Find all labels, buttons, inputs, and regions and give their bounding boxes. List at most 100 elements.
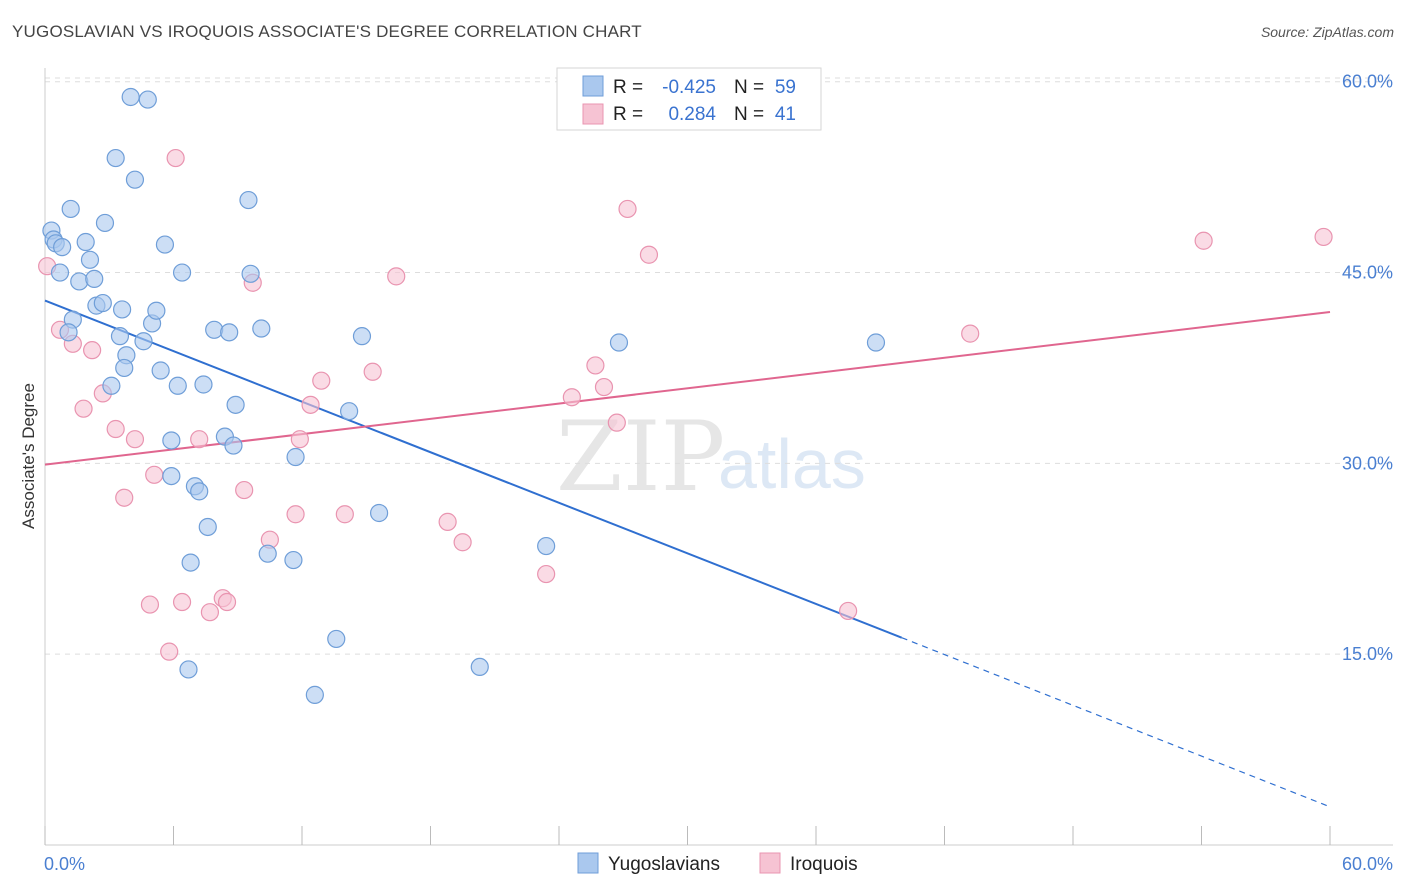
axes: 15.0% 30.0% 45.0% 60.0% (44, 68, 1393, 846)
iroquois-point (125, 430, 145, 449)
yugoslavian-point (102, 376, 121, 395)
yugoslavian-point (226, 395, 245, 414)
source-label: Source: ZipAtlas.com (1260, 24, 1394, 40)
legend-n-value-1: 59 (775, 77, 796, 98)
iroquois-point (166, 148, 185, 168)
yugoslavian-point (241, 264, 260, 283)
trend-lines (44, 299, 1331, 808)
iroquois-point (961, 324, 980, 343)
yugoslavian-point (168, 376, 187, 395)
yugoslavian-point (220, 323, 239, 342)
x-tick-label-min: 0.0% (44, 854, 85, 874)
correlation-legend: R = -0.425 N = 59 R = 0.284 N = 41 (556, 67, 822, 131)
iroquois-point (172, 592, 192, 612)
yugoslavian-point (179, 660, 198, 679)
iroquois-point (1194, 231, 1213, 250)
yugoslavian-point (370, 503, 389, 523)
watermark-zip: ZIP (556, 401, 725, 513)
yugoslavian-point (258, 544, 277, 563)
iroquois-point (607, 413, 626, 432)
y-axis-label: Associate's Degree (19, 383, 38, 529)
legend-n-label-2: N = (734, 104, 764, 125)
iroquois-point (160, 642, 179, 661)
iroquois-point (235, 480, 254, 500)
yugoslavian-point (352, 327, 372, 346)
iroquois-point (200, 603, 220, 622)
yugoslavian-point (537, 536, 556, 556)
yugoslavian-point (155, 235, 175, 254)
yugoslavian-point (181, 553, 200, 572)
yugoslavian-point (115, 358, 134, 378)
yugoslavian-point (95, 213, 115, 233)
iroquois-point (301, 395, 320, 414)
yugoslavian-point (85, 269, 104, 289)
iroquois-point (335, 505, 354, 524)
iroquois-point (618, 199, 637, 219)
yugoslavian-point (53, 238, 72, 257)
watermark-atlas: atlas (718, 425, 866, 503)
yugoslavian-point (205, 320, 224, 339)
yugoslavian-point (866, 333, 886, 352)
iroquois-point (594, 377, 614, 397)
bottom-legend-label-yugoslavians: Yugoslavians (608, 854, 720, 875)
yugoslavian-point (284, 550, 303, 570)
bottom-legend-swatch-iroquois (759, 852, 781, 874)
iroquois-point (286, 505, 305, 524)
iroquois-point (537, 564, 556, 584)
yugoslavian-point (147, 301, 166, 320)
series-legend: Yugoslavians Iroquois (577, 852, 858, 875)
yugoslavian-point (239, 190, 258, 210)
iroquois-point (1314, 227, 1333, 247)
bottom-legend-label-iroquois: Iroquois (790, 854, 858, 875)
iroquois-point (74, 399, 93, 418)
legend-swatch-yugoslavians (582, 75, 604, 97)
legend-r-value-2: 0.284 (668, 104, 716, 125)
iroquois-point (586, 356, 605, 375)
yugoslavian-trend-extension (901, 637, 1331, 808)
legend-n-label-1: N = (734, 77, 764, 98)
iroquois-point (453, 533, 472, 552)
legend-swatch-iroquois (582, 103, 604, 125)
data-points (38, 87, 1333, 704)
y-tick-label-30: 30.0% (1342, 453, 1393, 473)
iroquois-point (190, 430, 209, 449)
yugoslavian-point (61, 199, 80, 219)
legend-r-label-2: R = (613, 104, 643, 125)
iroquois-point (562, 388, 581, 407)
iroquois-point (106, 419, 125, 439)
yugoslavian-point (286, 447, 305, 467)
iroquois-trend-line (44, 310, 1331, 466)
y-tick-label-45: 45.0% (1342, 263, 1393, 283)
iroquois-point (140, 595, 160, 614)
yugoslavian-point (112, 300, 132, 319)
yugoslavian-point (80, 250, 100, 269)
yugoslavian-point (190, 482, 209, 501)
iroquois-point (115, 488, 134, 507)
x-tick-label-max: 60.0% (1342, 854, 1393, 874)
yugoslavian-point (340, 402, 359, 421)
yugoslavian-point (162, 431, 181, 450)
iroquois-point (145, 465, 164, 484)
yugoslavian-point (305, 685, 324, 704)
yugoslavian-point (327, 629, 346, 649)
yugoslavian-point (134, 332, 153, 351)
legend-r-label-1: R = (613, 77, 643, 98)
iroquois-point (839, 601, 858, 621)
yugoslavian-trend-line (44, 299, 903, 639)
iroquois-point (438, 512, 457, 531)
yugoslavian-point (224, 436, 243, 455)
yugoslavian-point (59, 323, 78, 342)
iroquois-point (363, 362, 382, 381)
iroquois-point (290, 430, 309, 449)
yugoslavian-point (93, 293, 112, 313)
yugoslavian-point (470, 657, 489, 677)
yugoslavian-point (110, 327, 130, 346)
yugoslavian-point (252, 319, 271, 338)
y-tick-label-15: 15.0% (1342, 644, 1393, 664)
iroquois-point (83, 341, 102, 360)
yugoslavian-point (138, 90, 157, 109)
yugoslavian-point (162, 466, 181, 486)
yugoslavian-point (70, 272, 89, 291)
iroquois-point (387, 267, 406, 286)
